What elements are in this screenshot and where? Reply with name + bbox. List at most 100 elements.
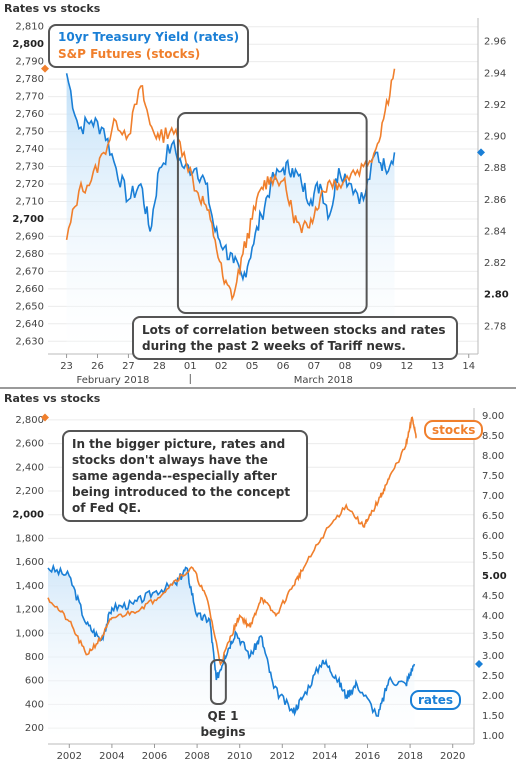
left-tick-label: 2,730 bbox=[15, 162, 44, 173]
x-tick-label: 26 bbox=[91, 361, 104, 372]
x-tick-label: 28 bbox=[153, 361, 166, 372]
left-tick-label: 1,800 bbox=[15, 533, 44, 544]
x-tick-label: 01 bbox=[184, 361, 197, 372]
bottom-chart-panel: Rates vs stocks 2,800 2,600 2,400 2,200 2,00… bbox=[0, 390, 516, 770]
right-tick-label: 7.50 bbox=[482, 471, 504, 482]
left-tick-label: 2,770 bbox=[15, 92, 44, 103]
rates-last-marker bbox=[475, 660, 483, 668]
right-tick-label: 8.00 bbox=[482, 451, 504, 462]
right-tick-label: 6.00 bbox=[482, 531, 504, 542]
x-tick-label: 2008 bbox=[184, 751, 209, 762]
right-tick-label: 2.78 bbox=[484, 321, 506, 332]
left-tick-label: 2,800 bbox=[15, 415, 44, 426]
correlation-box bbox=[176, 112, 368, 314]
left-tick-label: 2,760 bbox=[15, 109, 44, 120]
left-tick-label: 800 bbox=[25, 652, 44, 663]
left-tick-label: 2,660 bbox=[15, 284, 44, 295]
right-tick-label: 8.50 bbox=[482, 431, 504, 442]
right-tick-label: 2.00 bbox=[482, 691, 504, 702]
left-tick-label: 2,600 bbox=[15, 439, 44, 450]
x-tick-label: 07 bbox=[308, 361, 321, 372]
x-tick-label: 02 bbox=[215, 361, 228, 372]
right-tick-label: 9.00 bbox=[482, 411, 504, 422]
right-tick-label: 4.00 bbox=[482, 611, 504, 622]
right-tick-label: 4.50 bbox=[482, 591, 504, 602]
left-tick-label: 2,740 bbox=[15, 144, 44, 155]
left-tick-label: 2,700 bbox=[12, 214, 44, 225]
x-tick-label: 23 bbox=[60, 361, 73, 372]
x-tick-label: 2004 bbox=[99, 751, 124, 762]
left-tick-label: 200 bbox=[25, 723, 44, 734]
stocks-line bbox=[65, 68, 396, 302]
left-tick-label: 2,640 bbox=[15, 319, 44, 330]
left-tick-label: 2,780 bbox=[15, 74, 44, 85]
top-chart-title: Rates vs stocks bbox=[4, 2, 101, 15]
qe-box bbox=[209, 659, 227, 705]
bottom-chart-svg: 2,800 2,600 2,400 2,200 2,000 1,800 1,600 1,400… bbox=[12, 408, 507, 762]
right-tick-label: 2.82 bbox=[484, 258, 506, 269]
rates-line bbox=[65, 73, 396, 282]
left-tick-label: 1,400 bbox=[15, 581, 44, 592]
x-tick-label: 05 bbox=[246, 361, 259, 372]
right-tick-label: 2.50 bbox=[482, 671, 504, 682]
left-tick-label: 2,810 bbox=[15, 22, 44, 33]
month-label-mar: March 2018 bbox=[294, 375, 353, 386]
x-tick-label: 2018 bbox=[397, 751, 422, 762]
x-tick-label: 2020 bbox=[440, 751, 465, 762]
right-tick-label: 1.00 bbox=[482, 731, 504, 742]
right-tick-label: 2.86 bbox=[484, 195, 506, 206]
legend-stocks: S&P Futures (stocks) bbox=[58, 47, 201, 61]
right-tick-label: 2.90 bbox=[484, 132, 506, 143]
left-tick-label: 2,670 bbox=[15, 266, 44, 277]
right-tick-label: 6.50 bbox=[482, 511, 504, 522]
top-legend: 10yr Treasury Yield (rates) S&P Futures … bbox=[48, 24, 250, 68]
left-tick-label: 400 bbox=[25, 699, 44, 710]
right-tick-label: 5.50 bbox=[482, 551, 504, 562]
x-tick-label: 13 bbox=[431, 361, 444, 372]
rates-line bbox=[47, 563, 416, 717]
bottom-chart-title: Rates vs stocks bbox=[4, 392, 101, 405]
right-tick-label: 2.80 bbox=[484, 290, 509, 301]
x-tick-label: 2016 bbox=[355, 751, 380, 762]
left-tick-label: 2,720 bbox=[15, 179, 44, 190]
left-tick-label: 2,800 bbox=[12, 39, 44, 50]
qe-label: QE 1 begins bbox=[200, 709, 246, 739]
month-label-feb: February 2018 bbox=[76, 375, 149, 386]
left-tick-label: 2,680 bbox=[15, 249, 44, 260]
bottom-annotation: In the bigger picture, rates and stocks … bbox=[62, 430, 308, 522]
left-tick-label: 1,000 bbox=[15, 628, 44, 639]
x-tick-label: 2014 bbox=[312, 751, 337, 762]
right-tick-label: 2.84 bbox=[484, 226, 506, 237]
left-tick-label: 1,200 bbox=[15, 605, 44, 616]
stocks-line bbox=[47, 416, 417, 667]
left-tick-label: 2,400 bbox=[15, 462, 44, 473]
left-tick-label: 2,000 bbox=[12, 510, 44, 521]
right-tick-label: 7.00 bbox=[482, 491, 504, 502]
left-tick-label: 2,630 bbox=[15, 336, 44, 347]
right-tick-label: 3.00 bbox=[482, 651, 504, 662]
x-tick-label: 2012 bbox=[270, 751, 295, 762]
right-tick-label: 1.50 bbox=[482, 711, 504, 722]
right-tick-label: 2.94 bbox=[484, 68, 506, 79]
left-tick-label: 2,650 bbox=[15, 301, 44, 312]
x-tick-label: 2006 bbox=[142, 751, 167, 762]
left-tick-label: 2,790 bbox=[15, 57, 44, 68]
left-tick-label: 2,750 bbox=[15, 127, 44, 138]
top-annotation: Lots of correlation between stocks and r… bbox=[132, 316, 458, 360]
legend-rates: 10yr Treasury Yield (rates) bbox=[58, 30, 240, 44]
rates-last-marker bbox=[477, 148, 485, 157]
left-tick-label: 1,600 bbox=[15, 557, 44, 568]
x-tick-label: 27 bbox=[122, 361, 135, 372]
x-tick-label: 08 bbox=[339, 361, 352, 372]
x-tick-label: 2002 bbox=[57, 751, 82, 762]
x-tick-label: 12 bbox=[400, 361, 413, 372]
left-tick-label: 600 bbox=[25, 676, 44, 687]
x-tick-label: 06 bbox=[277, 361, 290, 372]
rates-tag: rates bbox=[410, 690, 462, 710]
x-tick-label: 2010 bbox=[227, 751, 252, 762]
right-tick-label: 2.88 bbox=[484, 163, 506, 174]
left-tick-label: 2,690 bbox=[15, 231, 44, 242]
rates-area bbox=[66, 73, 395, 351]
right-tick-label: 5.00 bbox=[482, 571, 507, 582]
top-chart-panel: Rates vs stocks 2,810 2,800 2,790 2,780 2,77… bbox=[4, 2, 509, 386]
